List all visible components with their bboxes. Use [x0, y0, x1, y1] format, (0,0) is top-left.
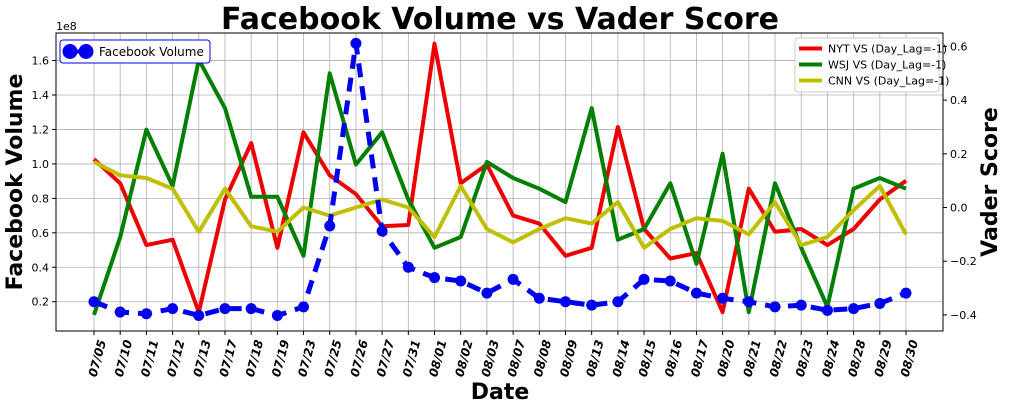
x-tick-label: 07/05	[86, 338, 109, 378]
y-tick-label-left: 0.8	[32, 192, 50, 205]
chart-title: Facebook Volume vs Vader Score	[221, 2, 779, 37]
x-tick-label: 07/17	[217, 338, 240, 379]
x-tick-label: 07/10	[112, 338, 135, 378]
legend-box	[794, 37, 940, 93]
y-tick-label-right: 0.4	[950, 94, 968, 107]
x-tick-label: 08/08	[531, 338, 554, 378]
y-tick-label-right: 0.2	[950, 148, 968, 161]
data-point	[88, 296, 100, 308]
x-tick-label: 08/24	[819, 338, 842, 378]
data-point	[874, 297, 886, 309]
data-point	[350, 37, 362, 49]
x-tick-label: 08/02	[452, 338, 475, 378]
legend-box	[59, 39, 211, 64]
x-tick-label: 07/18	[243, 338, 266, 378]
x-tick-label: 07/19	[269, 338, 292, 378]
left-axis-multiplier: 1e8	[56, 20, 77, 33]
x-tick-label: 08/01	[426, 338, 449, 378]
x-tick-label: 08/15	[636, 338, 659, 378]
legend-label: WSJ VS (Day_Lag=-1)	[828, 59, 946, 72]
data-point	[219, 303, 231, 315]
y-tick-label-left: 1.4	[32, 89, 50, 102]
data-point	[140, 308, 152, 320]
y-tick-label-left: 1.0	[32, 158, 50, 171]
legend-marker	[62, 44, 78, 59]
y-tick-label-left: 0.2	[32, 296, 50, 309]
data-point	[612, 296, 624, 308]
x-tick-label: 07/11	[138, 338, 161, 378]
data-point	[533, 292, 545, 304]
x-tick-label: 08/14	[610, 338, 633, 378]
x-tick-label: 07/26	[348, 338, 371, 378]
data-point	[717, 292, 729, 304]
data-point	[586, 299, 598, 311]
y-axis-label-right: Vader Score	[978, 107, 1003, 257]
data-point	[481, 287, 493, 299]
legend-left: Facebook Volume	[59, 39, 211, 64]
series-layer	[88, 37, 912, 321]
x-tick-label: 08/17	[688, 338, 711, 379]
data-point	[193, 309, 205, 321]
x-tick-label: 07/13	[190, 338, 213, 378]
data-point	[559, 296, 571, 308]
data-point	[848, 303, 860, 315]
x-tick-label: 08/29	[872, 338, 895, 378]
data-point	[664, 275, 676, 287]
data-point	[507, 273, 519, 285]
y-tick-label-right: −0.4	[950, 309, 977, 322]
data-point	[245, 303, 257, 315]
data-point	[821, 304, 833, 316]
series-line	[93, 42, 907, 319]
y-tick-label-left: 0.6	[32, 227, 50, 240]
x-tick-label: 08/30	[898, 338, 921, 378]
x-tick-label: 08/03	[479, 338, 502, 378]
y-tick-label-left: 1.2	[32, 123, 50, 136]
x-tick-label: 07/25	[321, 338, 344, 378]
data-point	[769, 301, 781, 313]
data-point	[114, 306, 126, 318]
x-tick-label: 07/27	[374, 338, 397, 379]
data-point	[455, 275, 467, 287]
x-axis-label: Date	[471, 380, 530, 405]
data-point	[795, 299, 807, 311]
x-tick-label: 08/16	[662, 338, 685, 378]
y-tick-label-left: 1.6	[32, 55, 50, 68]
data-point	[743, 296, 755, 308]
data-point	[429, 272, 441, 284]
x-tick-label: 08/22	[767, 338, 790, 378]
data-point	[376, 225, 388, 237]
y-tick-label-left: 0.4	[32, 261, 50, 274]
data-point	[402, 261, 414, 273]
y-tick-label-right: 0.6	[950, 40, 968, 53]
series-line	[92, 41, 908, 315]
data-point	[690, 287, 702, 299]
legend-label: CNN VS (Day_Lag=-1)	[828, 75, 949, 88]
x-tick-label: 08/20	[714, 338, 737, 378]
x-tick-label: 07/12	[164, 338, 187, 378]
legend-label: NYT VS (Day_Lag=-1)	[828, 43, 947, 56]
x-tick-label: 08/23	[793, 338, 816, 378]
data-point	[271, 309, 283, 321]
y-tick-label-right: −0.2	[950, 255, 977, 268]
y-tick-label-right: 0.0	[950, 202, 968, 215]
x-tick-label: 08/07	[505, 338, 528, 379]
legend-label: Facebook Volume	[99, 45, 204, 59]
x-tick-label: 08/21	[741, 338, 764, 378]
x-tick-label: 08/28	[845, 338, 868, 378]
x-tick-label: 07/23	[295, 338, 318, 378]
x-tick-label: 07/31	[400, 338, 423, 378]
data-point	[638, 273, 650, 285]
legend-marker	[78, 44, 94, 59]
x-tick-label: 08/13	[583, 338, 606, 378]
plot-frame	[55, 32, 944, 332]
x-tick-label: 08/09	[557, 338, 580, 378]
data-point	[900, 287, 912, 299]
data-point	[298, 301, 310, 313]
legend-right: NYT VS (Day_Lag=-1) WSJ VS (Day_Lag=-1) CN…	[794, 37, 949, 93]
series-line	[93, 160, 908, 250]
data-point	[167, 303, 179, 315]
y-axis-label-left: Facebook Volume	[3, 74, 28, 291]
data-point	[324, 220, 336, 232]
